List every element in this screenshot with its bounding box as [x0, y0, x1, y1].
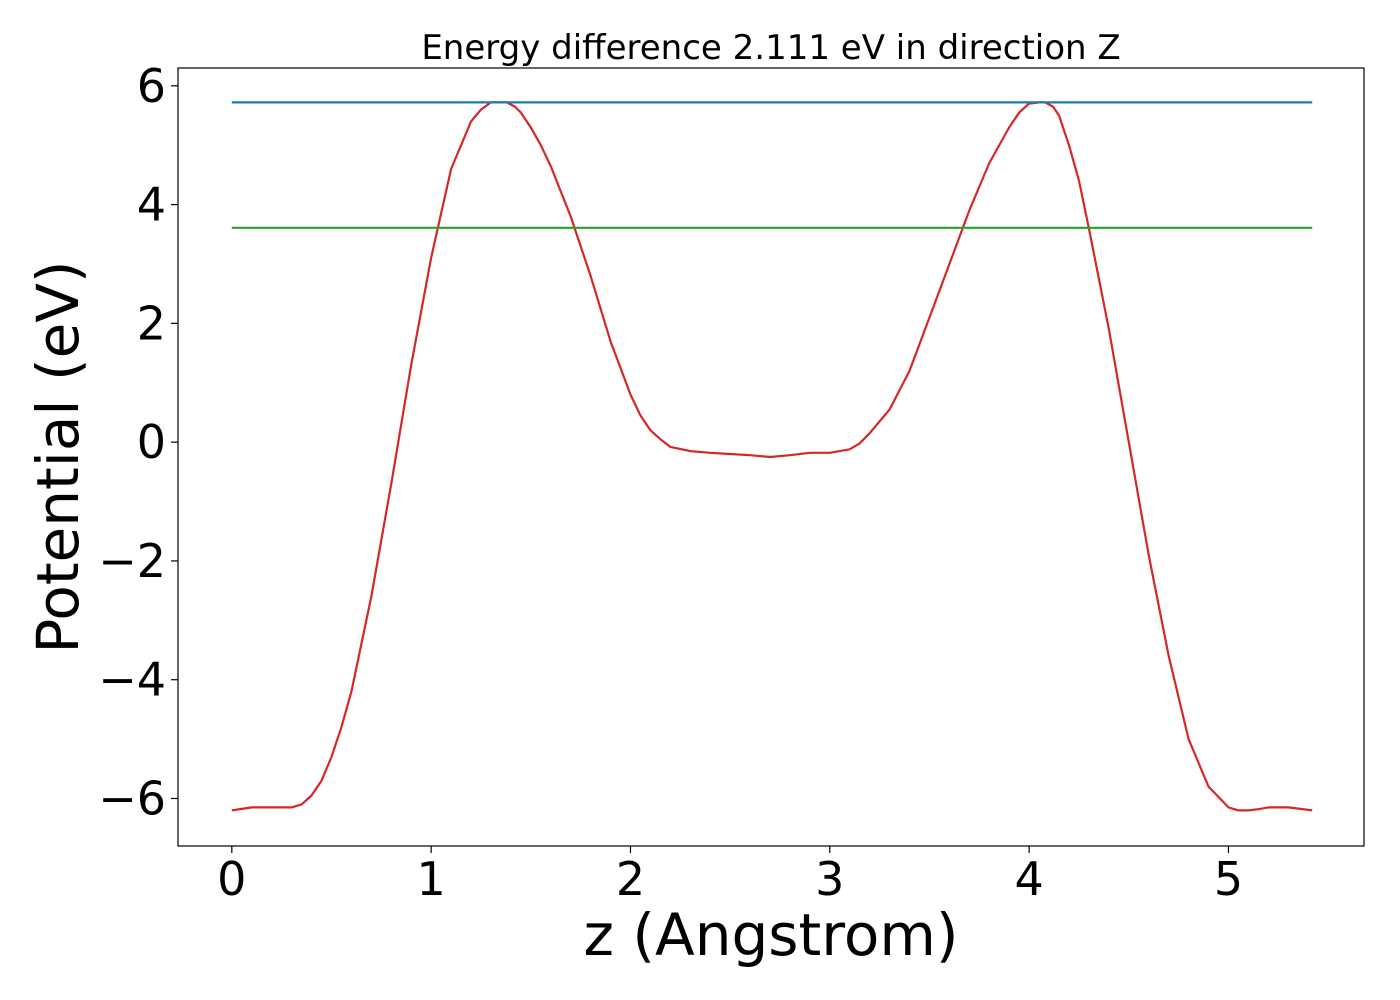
y-tick-label: −6: [98, 771, 166, 825]
series-layer: [231, 101, 1313, 812]
x-tick-label: 4: [1014, 852, 1043, 906]
y-tick-label: −4: [98, 653, 166, 707]
y-axis-label: Potential (eV): [24, 260, 92, 653]
y-tick-label: 6: [137, 59, 166, 113]
x-axis-label: z (Angstrom): [584, 901, 959, 969]
x-tick-label: 3: [815, 852, 844, 906]
x-axis-ticks: 0 1 2 3 4 5: [217, 846, 1243, 906]
x-tick-label: 2: [616, 852, 645, 906]
y-tick-label: −2: [98, 534, 166, 588]
x-tick-label: 0: [217, 852, 246, 906]
y-tick-label: 0: [137, 415, 166, 469]
y-tick-label: 2: [137, 296, 166, 350]
plot-frame: [177, 67, 1365, 847]
series-line-0: [231, 101, 1313, 812]
y-axis-ticks: −6 −4 −2 0 2 4 6: [98, 59, 178, 825]
x-tick-label: 1: [417, 852, 446, 906]
y-tick-label: 4: [137, 178, 166, 232]
chart-title: Energy difference 2.111 eV in direction …: [421, 28, 1120, 68]
x-tick-label: 5: [1214, 852, 1243, 906]
